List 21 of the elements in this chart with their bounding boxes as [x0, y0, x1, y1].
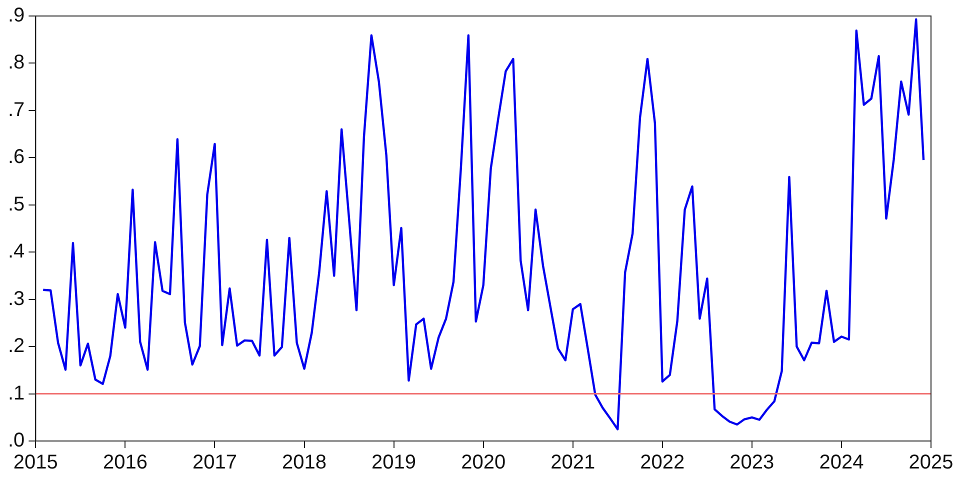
- x-tick-label: 2018: [282, 452, 327, 474]
- x-tick-label: 2015: [13, 452, 58, 474]
- y-tick-label: .6: [8, 146, 25, 168]
- y-tick-label: .9: [8, 4, 25, 27]
- x-tick-label: 2020: [461, 452, 506, 474]
- y-tick-label: .4: [8, 240, 25, 263]
- y-tick-label: .5: [8, 193, 25, 216]
- x-tick-label: 2021: [550, 452, 596, 474]
- y-tick-label: .3: [8, 288, 25, 310]
- y-tick-label: .8: [8, 52, 25, 74]
- x-tick-label: 2017: [192, 452, 237, 474]
- x-tick-label: 2019: [372, 452, 416, 474]
- y-tick-label: .2: [8, 335, 25, 358]
- x-tick-label: 2024: [819, 452, 864, 474]
- x-tick-label: 2016: [102, 452, 148, 474]
- x-tick-label: 2022: [640, 452, 685, 474]
- x-tick-label: 2025: [908, 452, 954, 474]
- y-tick-label: .7: [8, 98, 25, 121]
- y-tick-label: .0: [8, 430, 25, 452]
- y-tick-label: .1: [8, 382, 25, 404]
- x-tick-label: 2023: [730, 452, 774, 474]
